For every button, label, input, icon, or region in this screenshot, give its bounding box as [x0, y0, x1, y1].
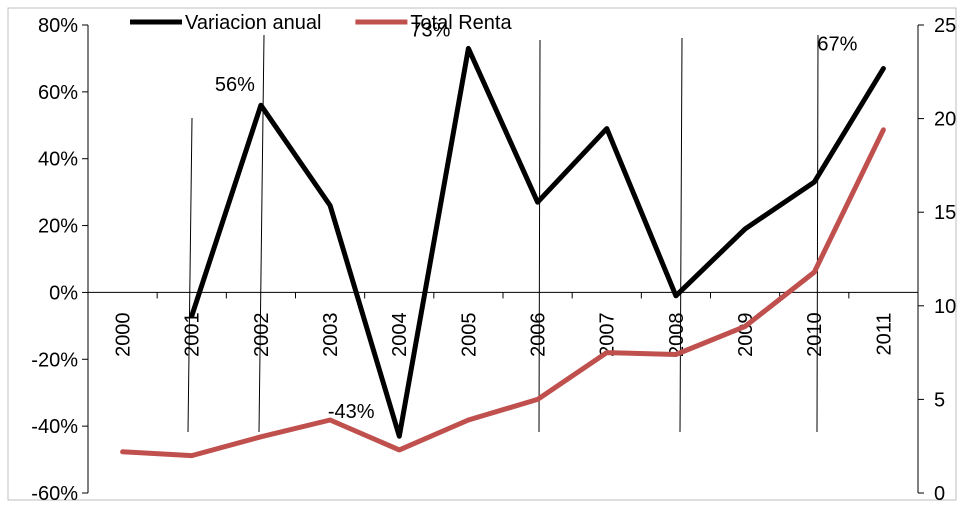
y-right-tick-label: 15 — [934, 202, 956, 224]
x-tick-label: 2002 — [251, 312, 273, 357]
x-tick-label: 2000 — [113, 312, 135, 357]
series-line — [189, 45, 886, 439]
data-label: 67% — [817, 33, 857, 55]
y-left-tick-label: -60% — [31, 483, 78, 505]
callout-line — [679, 37, 683, 433]
callout-line — [187, 117, 193, 433]
series-lines — [120, 45, 886, 459]
legend: Variacion anual Total Renta — [130, 12, 512, 34]
axes: 80% 60% 40% 20% 0% -20% -40% -60% 25 20 15 10 5 0 2000… — [31, 15, 956, 505]
y-left-tick-label: 80% — [38, 15, 78, 37]
y-right-tick-label: 0 — [934, 483, 945, 505]
x-tick-label: 2011 — [873, 312, 895, 355]
y-left-tick-label: -20% — [31, 349, 78, 371]
y-right-tick-label: 25 — [934, 15, 956, 37]
x-tick-label: 2004 — [389, 312, 411, 357]
callout-line — [538, 39, 541, 433]
x-tick-label: 2006 — [528, 312, 550, 357]
data-label: -43% — [328, 401, 375, 423]
x-tick-label: 2003 — [320, 312, 342, 357]
x-tick-label: 2007 — [597, 312, 619, 357]
data-label: 73% — [410, 19, 450, 41]
series-line — [120, 127, 886, 459]
x-tick-label: 2005 — [458, 312, 480, 357]
legend-label: Variacion anual — [185, 12, 321, 34]
y-left-tick-label: 60% — [38, 82, 78, 104]
x-tick-label: 2008 — [666, 312, 688, 357]
y-left-tick-label: -40% — [31, 416, 78, 438]
callout-lines — [187, 34, 819, 433]
x-tick-label: 2001 — [182, 312, 204, 357]
legend-label: Total Renta — [410, 12, 512, 34]
callout-line — [816, 34, 819, 433]
y-right-tick-label: 20 — [934, 109, 956, 131]
y-right-tick-label: 10 — [934, 296, 956, 318]
data-label: 56% — [215, 74, 255, 96]
y-left-tick-label: 40% — [38, 149, 78, 171]
labels: 56% -43% 73% 67% — [215, 19, 858, 423]
y-left-tick-label: 20% — [38, 216, 78, 238]
callout-line — [258, 34, 265, 433]
x-tick-label: 2010 — [804, 312, 826, 357]
y-right-tick-label: 5 — [934, 389, 945, 411]
y-left-tick-label: 0% — [49, 282, 78, 304]
